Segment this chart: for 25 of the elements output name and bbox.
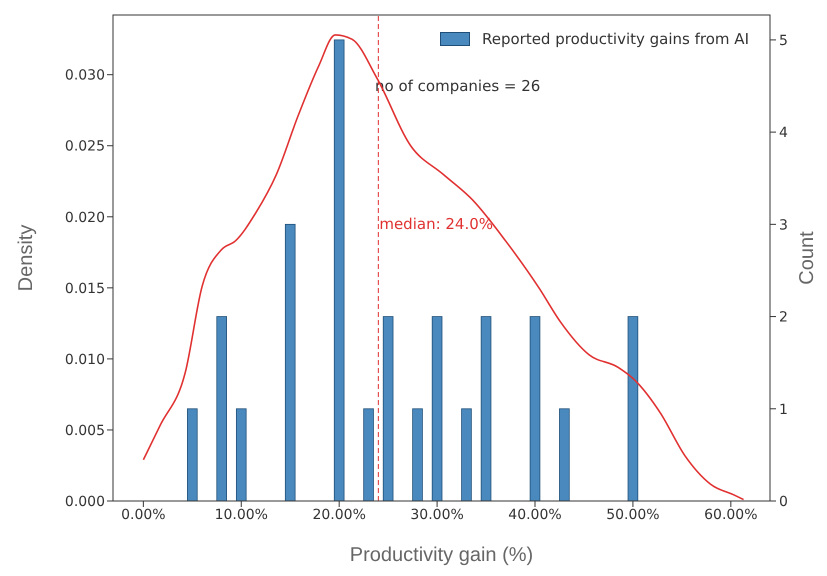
y2-tick-label: 0 [779,494,788,510]
y2-tick-label: 2 [779,310,788,326]
x-tick-label: 10.00% [214,506,268,523]
y-tick-label: 0.020 [64,210,105,226]
y2-tick-label: 4 [779,125,788,142]
y2-tick-label: 1 [779,402,788,418]
ref-line-label: median: 24.0% [379,215,494,233]
y2-axis-title: Count [796,230,818,285]
y2-tick-label: 5 [779,32,788,49]
x-tick-label: 20.00% [312,506,366,523]
x-tick-label: 50.00% [606,506,660,523]
y-tick-label: 0.005 [64,422,105,439]
y-tick-label: 0.015 [64,280,105,297]
x-tick-label: 30.00% [410,506,464,523]
y-tick-label: 0.025 [64,138,105,155]
y-tick-label: 0.010 [64,352,105,368]
legend-label: Reported productivity gains from AI [482,30,749,48]
y-axis-title: Density [15,224,37,292]
x-tick-label: 0.00% [121,506,166,523]
y2-tick-label: 3 [779,217,788,234]
x-tick-label: 60.00% [704,506,758,523]
x-tick-label: 40.00% [508,506,562,523]
y-tick-label: 0.000 [64,494,105,510]
x-axis-title: Productivity gain (%) [350,544,534,566]
y-tick-label: 0.030 [64,68,105,84]
